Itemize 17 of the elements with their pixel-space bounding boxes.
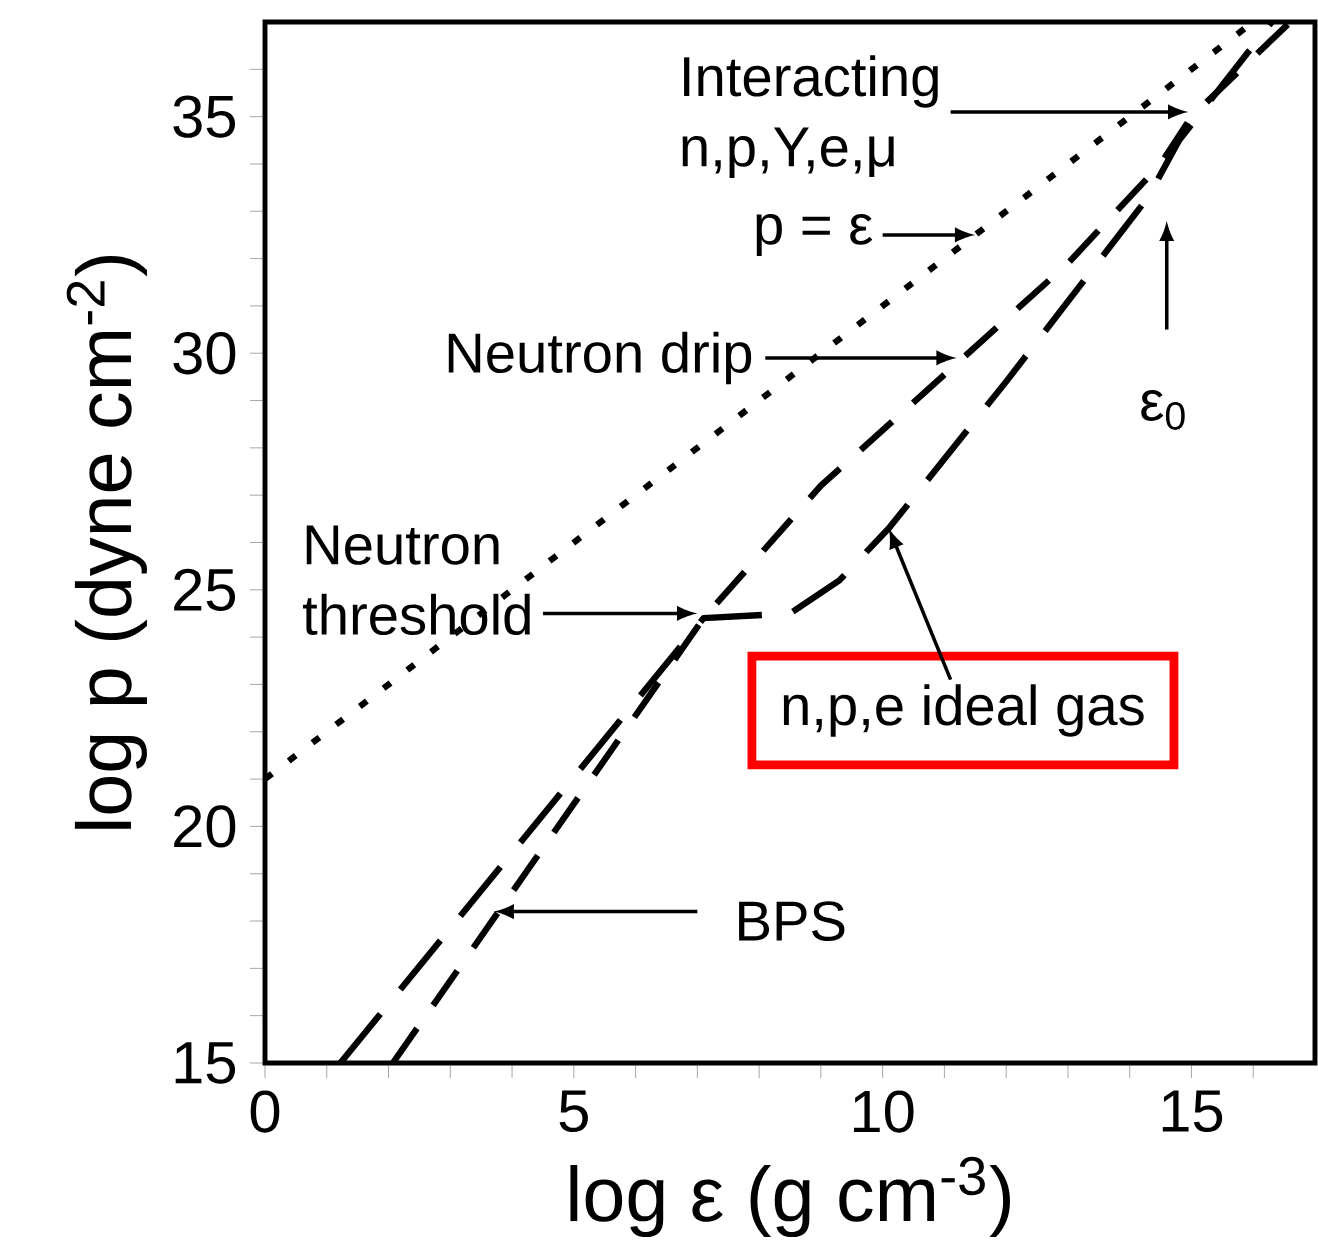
annotation: BPS	[739, 901, 845, 941]
y-tick-label: 15	[175, 1042, 236, 1084]
x-tick-label: 10	[853, 1090, 914, 1133]
annotation: n,p,e ideal gas	[783, 684, 1144, 737]
x-axis-title: log ε (g cm$^{-3}$)	[570, 1156, 1010, 1238]
y-tick-label: 30	[173, 332, 236, 375]
annotation: p = ε	[756, 213, 873, 256]
annotation: Neutron drip	[448, 331, 752, 385]
annotation: ε$_{0}$	[1141, 390, 1185, 430]
x-tick-label: 0	[250, 1090, 280, 1133]
annotation: Neutron threshold	[302, 525, 530, 636]
y-axis-title: log p (dyne cm$^{-2}$)	[66, 255, 147, 829]
x-tick-label: 5	[559, 1090, 588, 1133]
y-tick-label: 25	[174, 568, 236, 611]
y-tick-label: 35	[173, 95, 236, 138]
x-tick-label: 15	[1162, 1090, 1223, 1133]
y-tick-label: 20	[174, 805, 236, 848]
